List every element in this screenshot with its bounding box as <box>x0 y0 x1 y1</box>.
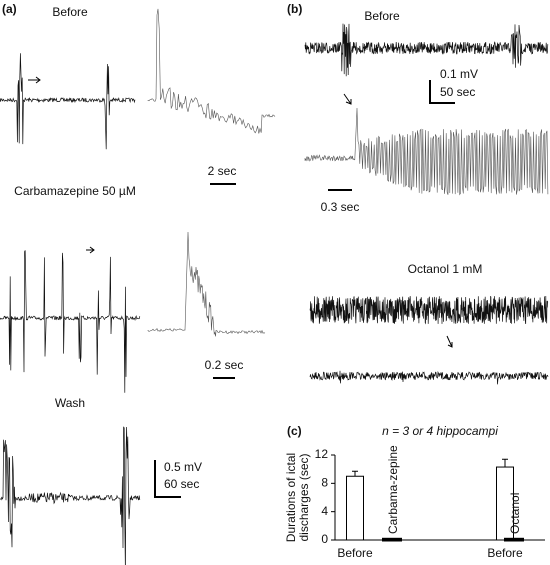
y-tick-label: 12 <box>315 447 329 461</box>
trace <box>309 370 549 385</box>
chart-title: n = 3 or 4 hippocampi <box>382 424 498 438</box>
condition-label: Carbamazepine 50 µM <box>14 184 136 198</box>
y-tick-label: 4 <box>321 504 328 518</box>
y-axis-label: Durations of ictal <box>284 453 298 542</box>
panel-label: (a) <box>2 2 17 16</box>
panel-label: (b) <box>287 2 302 16</box>
trace <box>309 295 549 325</box>
arrows <box>28 76 453 348</box>
scale-label: 2 sec <box>208 164 237 178</box>
y-tick-label: 0 <box>321 532 328 546</box>
x-tick-label: Before <box>487 546 523 560</box>
bar <box>504 537 524 542</box>
trace <box>0 426 141 565</box>
scale-label: 0.1 mV <box>440 67 478 81</box>
condition-label: Before <box>364 9 400 23</box>
condition-label: Octanol 1 mM <box>408 262 483 276</box>
error-bar <box>352 470 358 477</box>
condition-label: Before <box>52 5 88 19</box>
scale-label: 0.3 sec <box>321 200 360 214</box>
trace <box>304 23 549 77</box>
bar <box>382 537 402 542</box>
scale-label: 50 sec <box>440 85 475 99</box>
bar <box>346 475 364 541</box>
x-tick-label: Before <box>337 546 373 560</box>
trace <box>0 250 141 393</box>
condition-label: Wash <box>55 396 85 410</box>
y-axis-label: discharges (sec) <box>297 453 311 541</box>
trace <box>304 107 549 196</box>
scale-label: 0.5 mV <box>164 460 202 474</box>
scale-label: 0.2 sec <box>205 358 244 372</box>
scale-bars <box>154 80 455 498</box>
trace <box>147 231 266 337</box>
error-bar <box>502 458 508 468</box>
trace <box>147 8 276 134</box>
scale-label: 60 sec <box>164 477 199 491</box>
panel-label: (c) <box>287 424 302 438</box>
bar-label: Carbama-zepine <box>386 445 400 534</box>
bar-label: Octanol <box>508 493 522 534</box>
y-tick-label: 8 <box>321 476 328 490</box>
trace <box>0 53 136 150</box>
